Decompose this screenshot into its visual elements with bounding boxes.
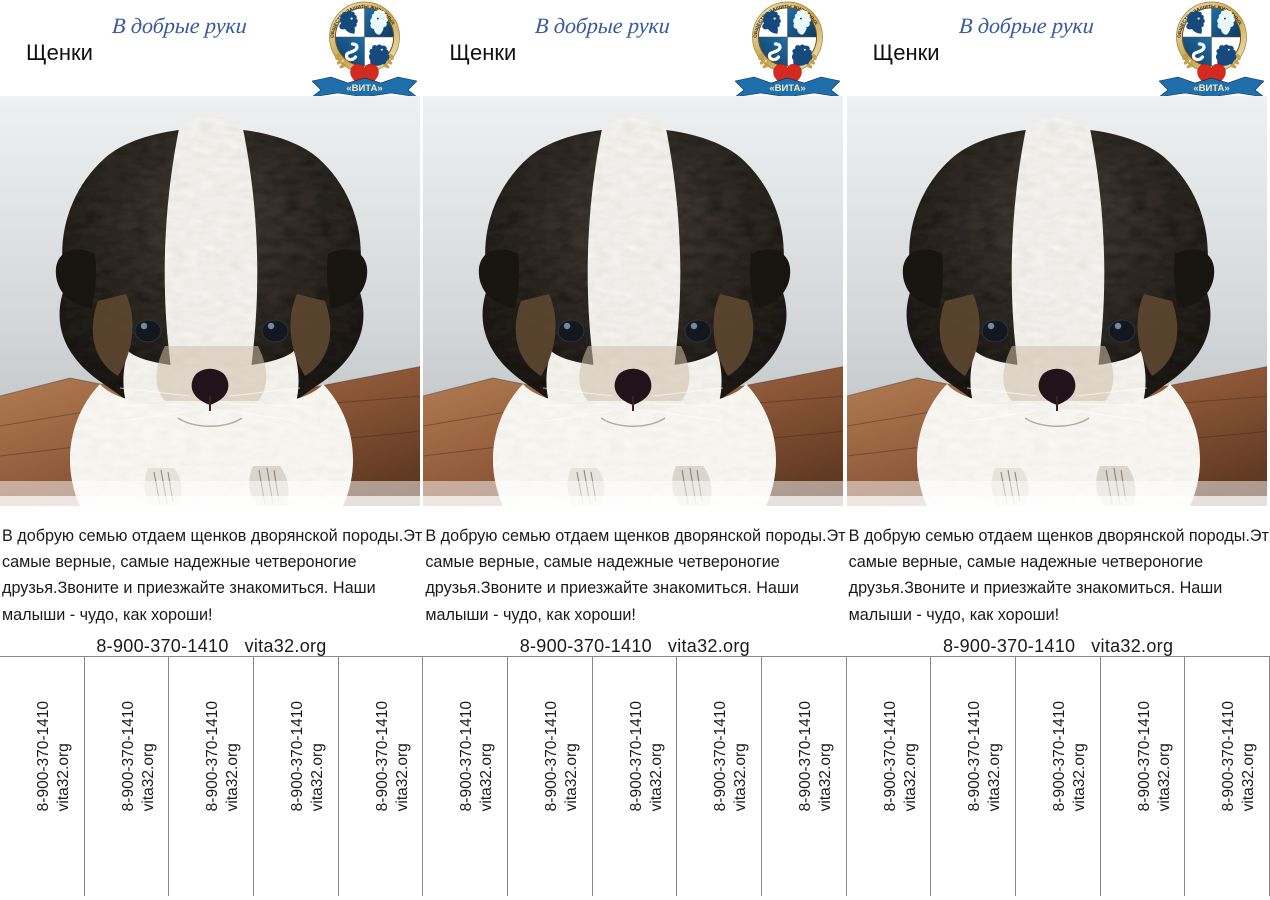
svg-text:«ВИТА»: «ВИТА» xyxy=(346,83,382,94)
svg-text:«ВИТА»: «ВИТА» xyxy=(770,83,806,94)
svg-text:«ВИТА»: «ВИТА» xyxy=(1193,83,1229,94)
